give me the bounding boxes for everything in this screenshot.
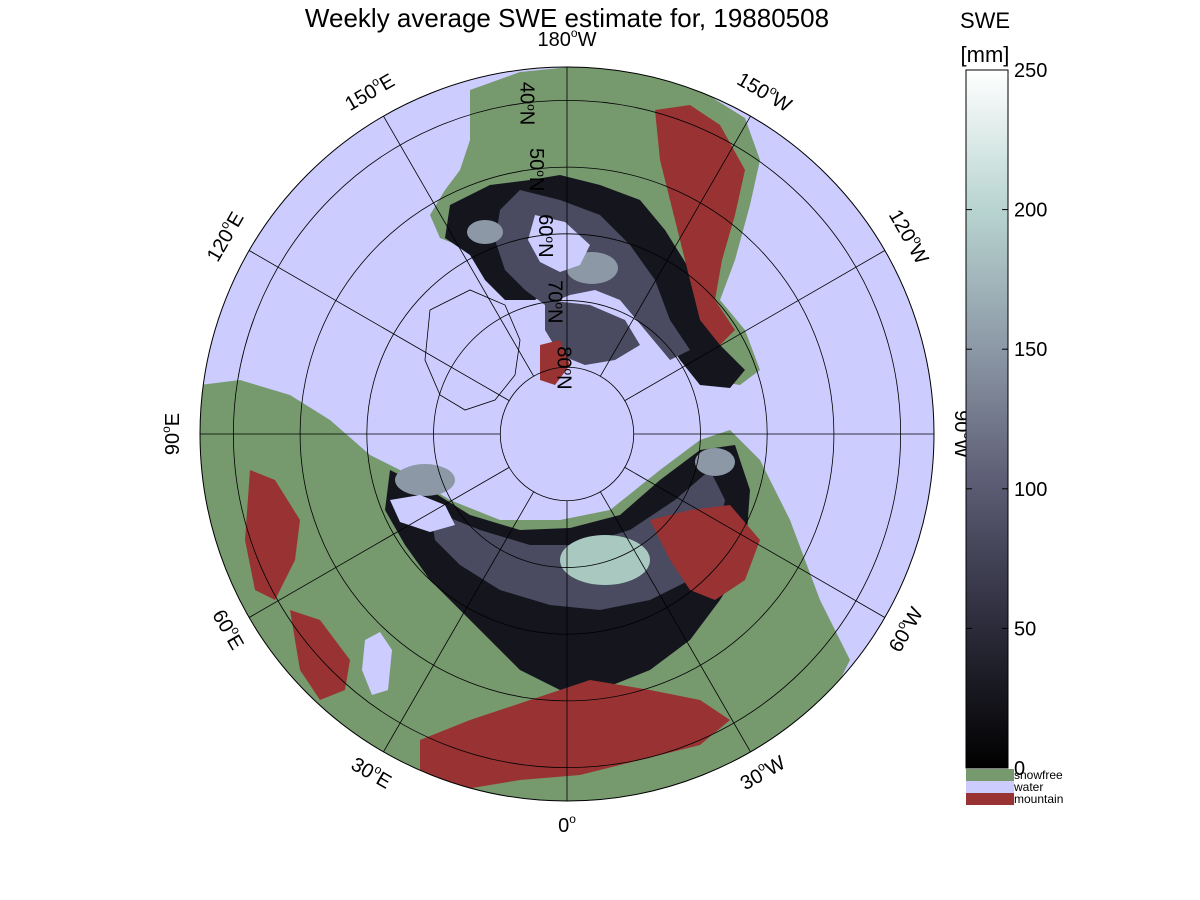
longitude-label: 150oE	[340, 67, 399, 115]
latitude-label: 40oN	[516, 82, 539, 125]
longitude-label: 60oE	[207, 605, 250, 654]
longitude-label: 120oW	[884, 205, 935, 269]
longitude-label-degree: 150	[733, 69, 773, 105]
longitude-label: 90oE	[159, 413, 184, 455]
latitude-label: 70oN	[543, 280, 566, 323]
legend-swatch-snowfree	[966, 769, 1014, 781]
latitude-label-degree: 70	[543, 280, 565, 302]
latitude-label-degree: 50	[525, 148, 547, 170]
longitude-label-direction: W	[578, 29, 597, 51]
longitude-label-degree: 180	[538, 29, 571, 51]
colorbar-tick-label: 0	[1014, 758, 1025, 780]
colorbar-gradient	[965, 69, 1009, 769]
colorbar-ticks: 0 50 100 150 200 250	[966, 60, 1047, 780]
colorbar-title-line2: [mm]	[961, 42, 1010, 67]
longitude-label-direction: E	[222, 631, 248, 654]
longitude-label-direction: E	[376, 70, 399, 96]
longitude-label: 180oW	[538, 26, 597, 51]
longitude-label: 0o	[558, 812, 576, 837]
scandinavia-snow-peak	[395, 464, 455, 496]
meridian-line	[248, 250, 510, 401]
colorbar-title-line1: SWE	[960, 8, 1010, 33]
hudson-snow-peak	[467, 220, 503, 244]
alps-mountains	[245, 470, 300, 600]
colorbar: SWE [mm] 0 50 100 150 200 250 snowfreewatermo…	[960, 8, 1063, 806]
meridian-line	[248, 467, 510, 618]
meridian-line	[383, 491, 534, 753]
degree-symbol: o	[534, 170, 548, 177]
colorbar-tick-label: 200	[1014, 200, 1047, 222]
siberia-snow-mid	[430, 470, 725, 610]
degree-symbol: o	[569, 812, 576, 826]
siberia-snow-peak	[560, 535, 650, 585]
latitude-label-degree: 40	[516, 82, 538, 104]
himalaya-mountains	[420, 680, 730, 790]
meridian-line	[624, 250, 886, 401]
legend-swatch-water	[966, 781, 1014, 793]
degree-symbol: o	[562, 368, 576, 375]
longitude-label-degree: 120	[203, 226, 239, 266]
longitude-label-degree: 30	[347, 754, 377, 784]
latitude-label-degree: 80	[553, 346, 575, 368]
longitude-label-direction: W	[762, 752, 789, 781]
longitude-label: 150oW	[733, 66, 797, 117]
latitude-label: 60oN	[534, 214, 557, 257]
caucasus-mountains	[290, 610, 350, 700]
colorbar-tick-label: 50	[1014, 618, 1036, 640]
degree-symbol: o	[159, 426, 173, 433]
caspian-sea	[362, 632, 392, 695]
graticule	[200, 67, 934, 801]
longitude-label: 30oE	[347, 751, 396, 794]
legend-label-snowfree: snowfree	[1014, 768, 1063, 782]
colorbar-tick-label: 150	[1014, 339, 1047, 361]
degree-symbol: o	[571, 26, 578, 40]
greenland-outline	[424, 289, 521, 411]
meridian-line	[383, 115, 534, 377]
latitude-label-direction: N	[516, 111, 538, 125]
legend-swatch-mountain	[966, 793, 1014, 805]
longitude-label: 120oE	[200, 207, 248, 266]
longitude-label: 30oW	[735, 749, 789, 795]
latitude-label: 80oN	[553, 346, 576, 389]
degree-symbol: o	[525, 104, 539, 111]
latitude-label-direction: N	[525, 177, 547, 191]
longitude-label-degree: 90	[162, 433, 184, 455]
east-siberia-mountains	[650, 505, 760, 600]
colorbar-tick-label: 100	[1014, 479, 1047, 501]
alaska-mountains	[540, 340, 570, 385]
polar-map	[200, 67, 934, 801]
legend-label-water: water	[1013, 780, 1043, 794]
longitude-label-direction: E	[162, 413, 184, 426]
kamchatka-snow-peak	[695, 448, 735, 476]
map-boundary	[199, 66, 935, 802]
legend-label-mountain: mountain	[1014, 792, 1063, 806]
latitude-label-direction: N	[534, 243, 556, 257]
degree-symbol: o	[543, 236, 557, 243]
hudson-bay	[528, 215, 590, 272]
latitude-label-direction: N	[553, 375, 575, 389]
meridian-line	[624, 467, 886, 618]
longitude-label-degree: 60	[885, 626, 915, 656]
degree-symbol: o	[552, 302, 566, 309]
meridian-line	[600, 115, 751, 377]
longitude-label-degree: 0	[558, 815, 569, 837]
colorbar-tick-label: 250	[1014, 60, 1047, 82]
longitude-label-direction: W	[904, 241, 933, 268]
latitude-label: 50oN	[525, 148, 548, 191]
map-title: Weekly average SWE estimate for, 1988050…	[305, 3, 829, 33]
baltic-sea	[390, 495, 455, 532]
meridian-line	[600, 491, 751, 753]
latitude-label-degree: 60	[534, 214, 556, 236]
latitude-label-direction: N	[543, 309, 565, 323]
